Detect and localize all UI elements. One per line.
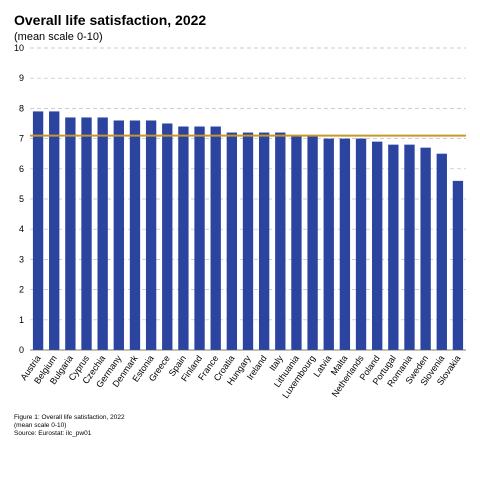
bar bbox=[372, 141, 383, 350]
footnote-caption: Figure 1: Overall life satisfaction, 202… bbox=[14, 414, 125, 421]
bar bbox=[49, 111, 60, 350]
bar bbox=[339, 138, 351, 350]
y-axis-ticks: 0 1 2 3 4 5 6 7 8 9 10 bbox=[14, 43, 24, 355]
bar bbox=[226, 132, 238, 350]
bar bbox=[452, 180, 464, 350]
bar bbox=[162, 123, 173, 350]
bar bbox=[113, 120, 124, 350]
bar bbox=[194, 126, 205, 351]
bar bbox=[355, 138, 367, 350]
y-tick-label: 1 bbox=[19, 315, 24, 325]
y-tick-label: 7 bbox=[19, 134, 24, 144]
bar bbox=[275, 132, 286, 350]
bar bbox=[404, 144, 415, 350]
y-tick-label: 5 bbox=[19, 194, 24, 204]
bar bbox=[291, 135, 302, 350]
bar bbox=[129, 120, 141, 350]
y-tick-label: 6 bbox=[19, 164, 24, 174]
bar bbox=[258, 132, 270, 350]
bar bbox=[65, 117, 76, 351]
bar bbox=[178, 126, 189, 351]
bar bbox=[32, 111, 44, 350]
bar bbox=[323, 138, 334, 350]
y-tick-label: 8 bbox=[19, 103, 24, 113]
bar bbox=[420, 147, 431, 350]
bar bbox=[210, 126, 221, 351]
bar bbox=[81, 117, 92, 351]
figure-footnote: Figure 1: Overall life satisfaction, 202… bbox=[14, 414, 125, 438]
bar bbox=[97, 117, 108, 351]
x-axis-labels: AustriaBelgiumBulgariaCyprusCzechiaGerma… bbox=[18, 353, 462, 400]
x-tick-label: Latvia bbox=[311, 353, 333, 378]
bars bbox=[32, 111, 464, 351]
y-tick-label: 3 bbox=[19, 254, 24, 264]
y-tick-label: 0 bbox=[19, 345, 24, 355]
footnote-scale: (mean scale 0-10) bbox=[14, 422, 67, 429]
chart-title: Overall life satisfaction, 2022 bbox=[14, 12, 207, 28]
bar bbox=[436, 153, 447, 350]
y-tick-label: 4 bbox=[19, 224, 24, 234]
y-tick-label: 10 bbox=[14, 43, 24, 53]
y-tick-label: 9 bbox=[19, 73, 24, 83]
bar bbox=[145, 120, 157, 350]
footnote-source: Source: Eurostat: ilc_pw01 bbox=[14, 430, 92, 437]
bar bbox=[307, 135, 318, 350]
y-tick-label: 2 bbox=[19, 285, 24, 295]
bar bbox=[388, 144, 399, 350]
bar bbox=[242, 132, 254, 350]
chart-subtitle: (mean scale 0-10) bbox=[14, 31, 103, 43]
